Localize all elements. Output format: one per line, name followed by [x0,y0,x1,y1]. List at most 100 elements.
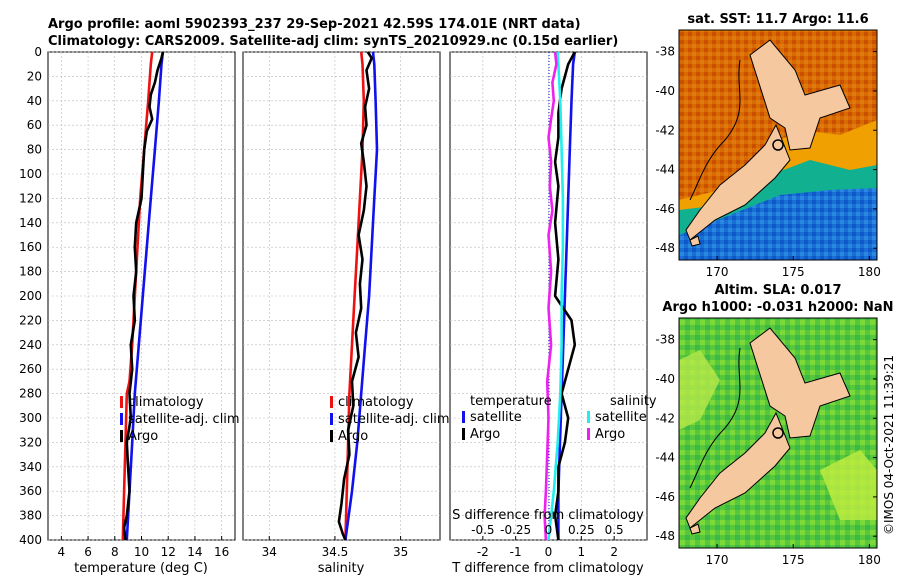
depth-tick-label: 260 [19,362,42,376]
difference-line-temperature-argo [553,51,577,541]
depth-tick-label: 180 [19,265,42,279]
sla-map-frame [678,317,878,549]
s-difference-label: S difference from climatology [452,508,644,523]
s-difference-tick-label: 0.25 [568,523,595,537]
lat-tick-label: -38 [655,333,675,347]
sla-patch-1 [679,350,720,430]
copyright-stamp: ©IMOS 04-Oct-2021 11:39:21 [882,355,896,535]
x-tick-label: 1 [578,545,586,559]
sla-patch-2 [820,450,877,520]
temperature-legend: climatology satellite-adj. clim Argo [120,395,240,444]
depth-tick-label: 220 [19,313,42,327]
x-tick-label: 8 [111,545,119,559]
salinity-panel: 34 34.5 35 salinity climatology satellite-… [242,51,450,576]
salinity-line-satellite-adj-clim [344,51,379,541]
difference-legend: temperature salinity satellite Argo sate… [462,394,657,442]
difference-panel: -2 -1 0 1 2 temperature salinity satellite A… [449,51,657,576]
s-difference-tick-label: 0.5 [605,523,624,537]
sst-argo-marker [772,139,784,151]
difference-line-temperature-satellite [557,51,577,540]
sla-argo-marker [772,427,784,439]
lat-tick-label: -44 [655,163,675,177]
sla-map-title-1: Altim. SLA: 0.017 [715,283,842,298]
lat-tick-label: -48 [655,241,675,255]
x-tick-label: 35 [393,545,408,559]
sst-field-cold [679,188,877,260]
lon-tick-label: 170 [706,265,729,279]
legend-swatch-s-argo [587,428,590,440]
s-difference-tick-label: -0.25 [500,523,531,537]
sla-map-ticks: -38 -40 -42 -44 -46 -48 170 175 180 [655,333,880,567]
legend-swatch-t-satellite [462,411,465,423]
lon-tick-label: 180 [858,265,881,279]
sla-map-title-2: Argo h1000: -0.031 h2000: NaN [662,300,893,315]
depth-tick-label: 20 [27,69,42,83]
depth-tick-label: 160 [19,240,42,254]
temperature-panel: 0 20 40 60 80 100 120 140 160 180 200 220 240 260 280 3… [19,45,240,576]
x-tick-label: -1 [510,545,522,559]
lat-tick-label: -40 [655,372,675,386]
depth-tick-label: 360 [19,484,42,498]
lat-tick-label: -48 [655,529,675,543]
salinity-line-argo [337,51,374,541]
x-tick-label: 12 [161,545,176,559]
legend-swatch-climatology [120,396,123,408]
title-line-2: Climatology: CARS2009. Satellite-adj cli… [48,34,618,49]
depth-tick-label: 120 [19,191,42,205]
depth-tick-label: 200 [19,289,42,303]
depth-tick-label: 0 [34,45,42,59]
depth-tick-label: 380 [19,509,42,523]
x-tick-label: 34 [262,545,277,559]
x-tick-label: 0 [545,545,553,559]
lat-tick-label: -40 [655,84,675,98]
salinity-xlabel: salinity [318,561,365,576]
legend-swatch-satellite [330,413,333,425]
depth-tick-label: 300 [19,411,42,425]
depth-tick-labels: 0 20 40 60 80 100 120 140 160 180 200 220 240 260 280 3… [19,45,42,547]
lat-tick-label: -38 [655,45,675,59]
depth-tick-label: 280 [19,387,42,401]
legend-title-temperature: temperature [470,394,552,409]
depth-tick-label: 140 [19,216,42,230]
legend-label-s-argo: Argo [595,427,625,442]
lat-tick-label: -44 [655,451,675,465]
salinity-grid [243,51,440,541]
legend-label-argo: Argo [128,429,158,444]
temperature-xlabel: temperature (deg C) [74,561,208,576]
lat-tick-label: -46 [655,202,675,216]
depth-tick-label: 80 [27,143,42,157]
depth-tick-label: 60 [27,118,42,132]
depth-tick-label: 240 [19,338,42,352]
x-tick-label: 16 [214,545,229,559]
s-difference-tick-labels: -0.5 -0.25 0 0.25 0.5 [471,523,624,537]
legend-label-satellite: satellite-adj. clim [338,412,450,427]
salinity-series [337,51,379,541]
difference-series [543,51,577,541]
s-difference-tick-label: 0 [545,523,553,537]
lon-tick-label: 175 [782,265,805,279]
depth-tick-label: 100 [19,167,42,181]
temperature-tick-labels: 4 6 8 10 12 14 16 [58,536,229,559]
sst-map-ticks: -38 -40 -42 -44 -46 -48 170 175 180 [655,45,880,279]
depth-tick-label: 320 [19,435,42,449]
lat-tick-label: -46 [655,490,675,504]
legend-label-climatology: climatology [338,395,414,410]
difference-line-salinity-argo [543,51,558,541]
title-line-1: Argo profile: aoml 5902393_237 29-Sep-20… [48,17,581,32]
depth-tick-label: 340 [19,460,42,474]
sla-map: Altim. SLA: 0.017 Argo h1000: -0.031 h20… [655,283,893,567]
legend-label-s-satellite: satellite [595,410,647,425]
sst-map-title: sat. SST: 11.7 Argo: 11.6 [687,12,868,27]
temperature-line-argo [122,51,165,541]
north-island [749,39,851,151]
legend-swatch-climatology [330,396,333,408]
stewart-island [689,235,701,247]
sla-contour [689,347,741,489]
north-island [749,327,851,439]
sst-map: sat. SST: 11.7 Argo: 11.6 -38 -40 -42 -44 -4… [655,12,880,279]
t-difference-xlabel: T difference from climatology [451,561,644,576]
stewart-island [689,523,701,535]
temperature-series [121,51,165,541]
temperature-line-satellite-adj-clim [125,51,165,541]
